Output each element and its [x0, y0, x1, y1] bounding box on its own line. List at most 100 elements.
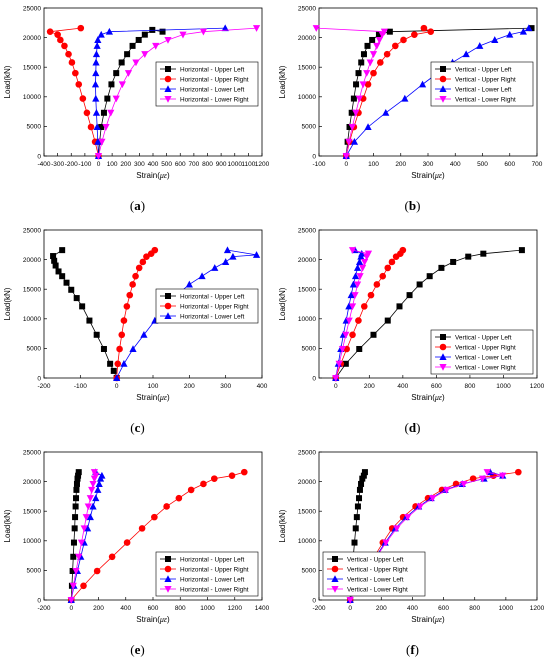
data-point	[108, 81, 115, 88]
data-point	[185, 280, 193, 288]
data-point	[352, 109, 360, 117]
y-tick-label: 15000	[23, 65, 41, 72]
y-tick-label: 15000	[298, 65, 316, 72]
y-axis-label: Load(kN)	[3, 287, 12, 320]
data-point	[367, 291, 375, 299]
data-point	[72, 503, 79, 510]
x-tick-label: 0	[97, 161, 101, 168]
data-point	[163, 503, 170, 510]
data-point	[356, 486, 363, 493]
data-point	[107, 109, 115, 117]
data-point	[411, 31, 418, 38]
data-point	[346, 597, 354, 604]
x-tick-label: 400	[450, 161, 461, 168]
data-point	[348, 303, 357, 311]
data-point	[347, 291, 355, 299]
data-point	[54, 31, 61, 38]
x-axis-label: Strain(με)	[411, 171, 445, 180]
x-tick-label: 600	[175, 161, 186, 168]
legend-label: Horizontal - Upper Left	[180, 556, 245, 563]
data-point	[356, 345, 363, 352]
x-tick-label: 700	[188, 161, 199, 168]
x-tick-label: 800	[464, 383, 475, 390]
series-line-2	[116, 249, 156, 379]
data-point	[79, 95, 87, 102]
x-tick-label: -400	[37, 161, 50, 168]
data-point	[98, 123, 105, 130]
y-tick-label: 15000	[23, 509, 41, 516]
legend-label: Horizontal - Lower Left	[180, 86, 245, 93]
data-point	[476, 42, 484, 49]
data-point	[518, 247, 525, 254]
y-tick-label: 10000	[298, 538, 316, 545]
data-point	[358, 59, 365, 66]
data-point	[348, 123, 356, 131]
data-point	[70, 539, 77, 546]
data-point	[100, 109, 107, 116]
y-tick-label: 10000	[23, 94, 41, 101]
data-point	[345, 317, 353, 325]
legend-label: Vertical - Upper Left	[455, 66, 512, 73]
chart-panel-d: 0 200 400 600 800 1000 1200 0 5000 10000 15000 2000…	[275, 222, 550, 444]
data-point	[138, 525, 146, 532]
data-point	[118, 331, 126, 339]
legend: Horizontal - Upper Left Horizontal - Uppe…	[155, 288, 259, 324]
data-point	[222, 258, 230, 265]
y-tick-label: 10000	[23, 316, 41, 323]
y-axis-label: Load(kN)	[278, 509, 287, 542]
data-point	[406, 292, 413, 299]
y-tick-label: 20000	[23, 35, 41, 42]
x-tick-label: 400	[148, 161, 159, 168]
x-tick-label: 400	[120, 605, 131, 612]
x-tick-label: 1000	[228, 161, 243, 168]
data-point	[123, 303, 131, 310]
x-tick-label: 300	[220, 383, 231, 390]
data-point	[228, 472, 236, 479]
y-tick-label: 25000	[23, 227, 41, 234]
data-point	[312, 25, 320, 32]
x-tick-label: 300	[134, 161, 145, 168]
x-tick-label: 1200	[530, 383, 545, 390]
data-point	[346, 123, 353, 130]
data-point	[506, 30, 514, 38]
data-point	[51, 257, 58, 264]
data-point	[135, 36, 142, 43]
x-tick-label: 800	[469, 605, 480, 612]
data-point	[350, 95, 357, 102]
caption-c: (c)	[130, 420, 145, 435]
data-point	[73, 295, 80, 302]
data-point	[151, 246, 159, 254]
legend-label: Vertical - Upper Right	[455, 344, 516, 351]
data-point	[426, 273, 433, 280]
data-point	[499, 472, 507, 480]
data-point	[98, 138, 106, 146]
data-point	[515, 468, 522, 476]
legend-marker	[331, 565, 339, 573]
legend-marker	[164, 96, 172, 103]
y-tick-label: 0	[312, 153, 316, 160]
x-tick-label: -300	[51, 161, 64, 168]
data-point	[348, 109, 355, 116]
data-point	[358, 249, 366, 257]
legend: Horizontal - Upper Left Horizontal - Uppe…	[155, 551, 259, 597]
data-point	[94, 36, 102, 43]
data-point	[129, 281, 136, 288]
data-point	[124, 51, 131, 58]
data-point	[50, 253, 57, 260]
x-tick-label: 0	[348, 605, 352, 612]
data-point	[200, 480, 207, 488]
series-line-4	[316, 27, 386, 157]
data-point	[384, 264, 392, 272]
y-tick-label: 20000	[23, 479, 41, 486]
data-point	[139, 258, 147, 266]
data-point	[418, 80, 427, 88]
series-line-2	[49, 27, 99, 157]
data-point	[69, 582, 77, 590]
chart-panel-e: -200 0 200 400 600 800 1000 1200 1400 0 5000 10000 1…	[0, 444, 275, 666]
data-point	[92, 50, 101, 58]
y-tick-label: 10000	[298, 316, 316, 323]
legend-marker	[331, 586, 339, 593]
x-tick-label: 0	[69, 605, 73, 612]
data-point	[92, 69, 100, 77]
